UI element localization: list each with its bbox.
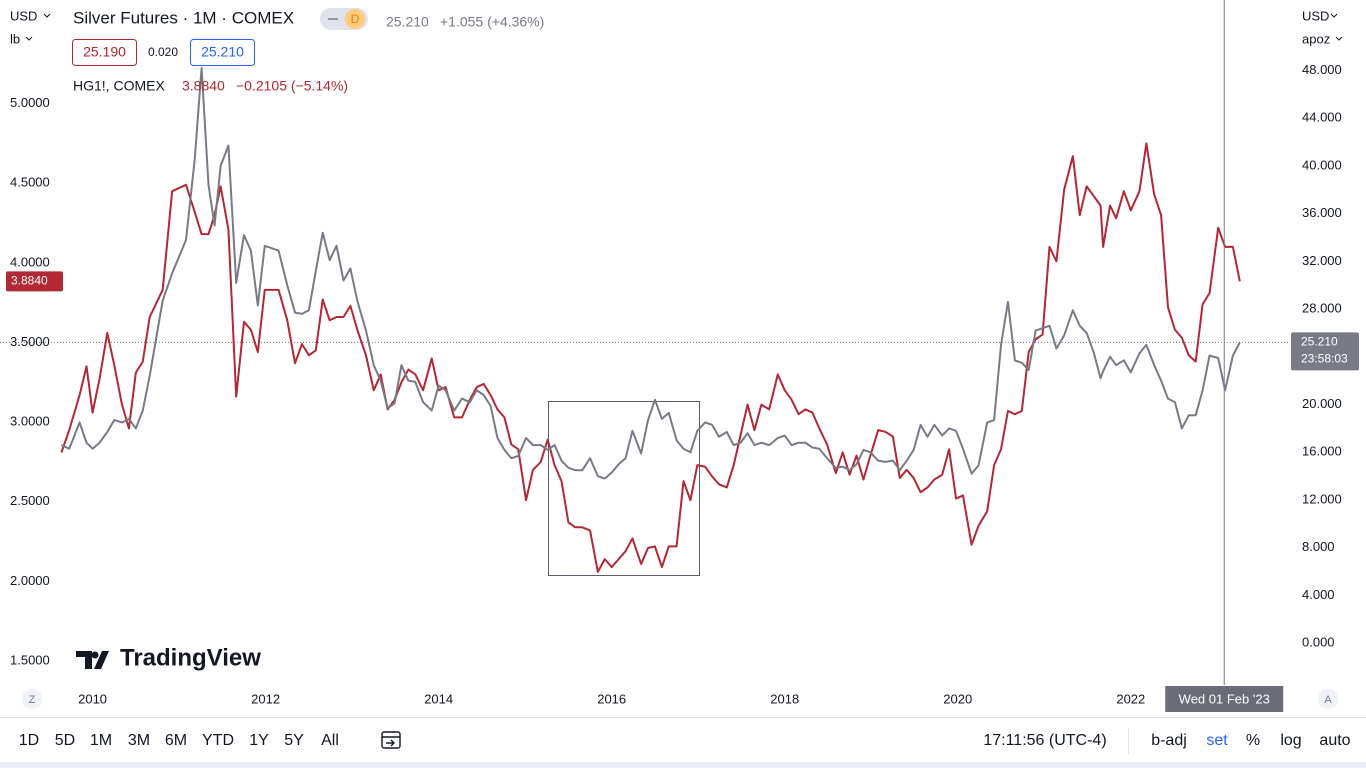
series-line bbox=[60, 142, 1241, 573]
logo bbox=[76, 651, 109, 669]
x-tick-label: 2014 bbox=[424, 691, 453, 706]
price-change: +1.055 (+4.36%) bbox=[440, 14, 544, 30]
price-tag-label: 25.210 bbox=[1301, 335, 1338, 349]
date-range-icon[interactable] bbox=[381, 731, 401, 749]
y-tick-label: 4.0000 bbox=[10, 254, 50, 269]
x-tick-label: 2012 bbox=[251, 691, 280, 706]
spread: 0.020 bbox=[148, 45, 178, 59]
ask[interactable]: 25.210 bbox=[201, 44, 244, 60]
range-button[interactable]: 5Y bbox=[284, 732, 304, 749]
y2-tick-label: 16.000 bbox=[1302, 444, 1342, 459]
icon-frame[interactable] bbox=[381, 731, 401, 749]
range-button[interactable]: 6M bbox=[165, 732, 187, 749]
price-tag bbox=[1291, 332, 1359, 371]
watermark: TradingView bbox=[76, 644, 261, 671]
range-button[interactable]: 1Y bbox=[249, 732, 269, 749]
range-button[interactable]: 5D bbox=[55, 732, 75, 749]
series-line bbox=[61, 67, 1241, 480]
bid-box[interactable] bbox=[72, 39, 137, 66]
price-tag-label: 3.8840 bbox=[11, 273, 48, 287]
y2-tick-label: 20.000 bbox=[1302, 396, 1342, 411]
plot-area bbox=[0, 0, 1290, 685]
range-button[interactable]: All bbox=[321, 732, 339, 749]
x-tick-label: 2016 bbox=[597, 691, 626, 706]
chevron bbox=[1335, 36, 1343, 41]
toolbar: 1D 5D 1M 3M 6M YTD 1Y 5Y All b-adj set% log auto bbox=[19, 732, 1351, 749]
option-button[interactable]: auto bbox=[1319, 732, 1350, 749]
chart-title: Silver Futures · 1M · COMEX bbox=[73, 8, 294, 27]
bid[interactable]: 25.190 bbox=[83, 44, 126, 60]
option-button[interactable]: log bbox=[1280, 732, 1301, 749]
price-tag bbox=[6, 271, 63, 292]
y-tick-label: 2.0000 bbox=[10, 573, 50, 588]
range-button[interactable]: 1D bbox=[19, 732, 39, 749]
option-button[interactable]: set bbox=[1206, 732, 1228, 749]
watermark-text: TradingView bbox=[120, 644, 261, 671]
y2-tick-label: 44.000 bbox=[1302, 110, 1342, 125]
scale-button-label[interactable]: A bbox=[1324, 694, 1332, 706]
scale-button[interactable] bbox=[22, 689, 42, 709]
crosshair-label: Wed 01 Feb '23 bbox=[1179, 691, 1270, 706]
currency[interactable]: USD bbox=[10, 8, 37, 23]
y-tick-label: 2.5000 bbox=[10, 493, 50, 508]
right-currency[interactable]: USD bbox=[1302, 8, 1329, 23]
badge: D bbox=[351, 12, 360, 26]
status-dash bbox=[328, 18, 338, 20]
icon-glyph[interactable] bbox=[382, 736, 400, 747]
option-button[interactable]: b-adj bbox=[1151, 732, 1187, 749]
scale-button[interactable] bbox=[1318, 689, 1338, 709]
x-tick-label: 2022 bbox=[1116, 691, 1145, 706]
range-button[interactable]: YTD bbox=[202, 732, 234, 749]
compare-change: −0.2105 (−5.14%) bbox=[236, 78, 348, 94]
unit[interactable]: lb bbox=[10, 31, 20, 46]
range-button[interactable]: 3M bbox=[128, 732, 150, 749]
rectangle-drawing bbox=[548, 401, 700, 576]
price: 25.210 bbox=[386, 14, 429, 30]
chevron bbox=[43, 13, 51, 18]
y-tick-label: 3.5000 bbox=[10, 334, 50, 349]
badge-bg bbox=[345, 9, 365, 29]
y2-tick-label: 40.000 bbox=[1302, 157, 1342, 172]
y2-tick-label: 28.000 bbox=[1302, 301, 1342, 316]
clock[interactable]: 17:11:56 (UTC-4) bbox=[983, 732, 1106, 749]
logo-dot bbox=[91, 651, 99, 659]
x-tick-label: 2018 bbox=[770, 691, 799, 706]
y2-tick-label: 4.000 bbox=[1302, 587, 1335, 602]
ask-box[interactable] bbox=[190, 39, 255, 66]
y2-tick-label: 0.000 bbox=[1302, 635, 1335, 650]
y-tick-label: 1.5000 bbox=[10, 653, 50, 668]
y-tick-label: 3.0000 bbox=[10, 414, 50, 429]
range-button[interactable]: 1M bbox=[90, 732, 112, 749]
crosshair-label-bg bbox=[1165, 686, 1284, 712]
x-tick-label: 2010 bbox=[78, 691, 107, 706]
chevron bbox=[1330, 13, 1338, 18]
y-tick-label: 4.5000 bbox=[10, 175, 50, 190]
compare-price: 3.8840 bbox=[182, 78, 225, 94]
y2-tick-label: 8.000 bbox=[1302, 539, 1335, 554]
chevron bbox=[25, 36, 33, 41]
y2-tick-label: 36.000 bbox=[1302, 205, 1342, 220]
countdown: 23:58:03 bbox=[1301, 352, 1348, 366]
right-unit[interactable]: apoz bbox=[1302, 31, 1330, 46]
y2-tick-label: 48.000 bbox=[1302, 62, 1342, 77]
legend-entry: HG1!, COMEX bbox=[73, 78, 165, 94]
option-button[interactable]: % bbox=[1246, 732, 1260, 749]
x-tick-label: 2020 bbox=[943, 691, 972, 706]
scale-button-label[interactable]: Z bbox=[29, 694, 36, 706]
bottom-strip bbox=[0, 762, 1366, 768]
y2-tick-label: 32.000 bbox=[1302, 253, 1342, 268]
y2-tick-label: 12.000 bbox=[1302, 491, 1342, 506]
y-tick-label: 5.0000 bbox=[10, 95, 50, 110]
